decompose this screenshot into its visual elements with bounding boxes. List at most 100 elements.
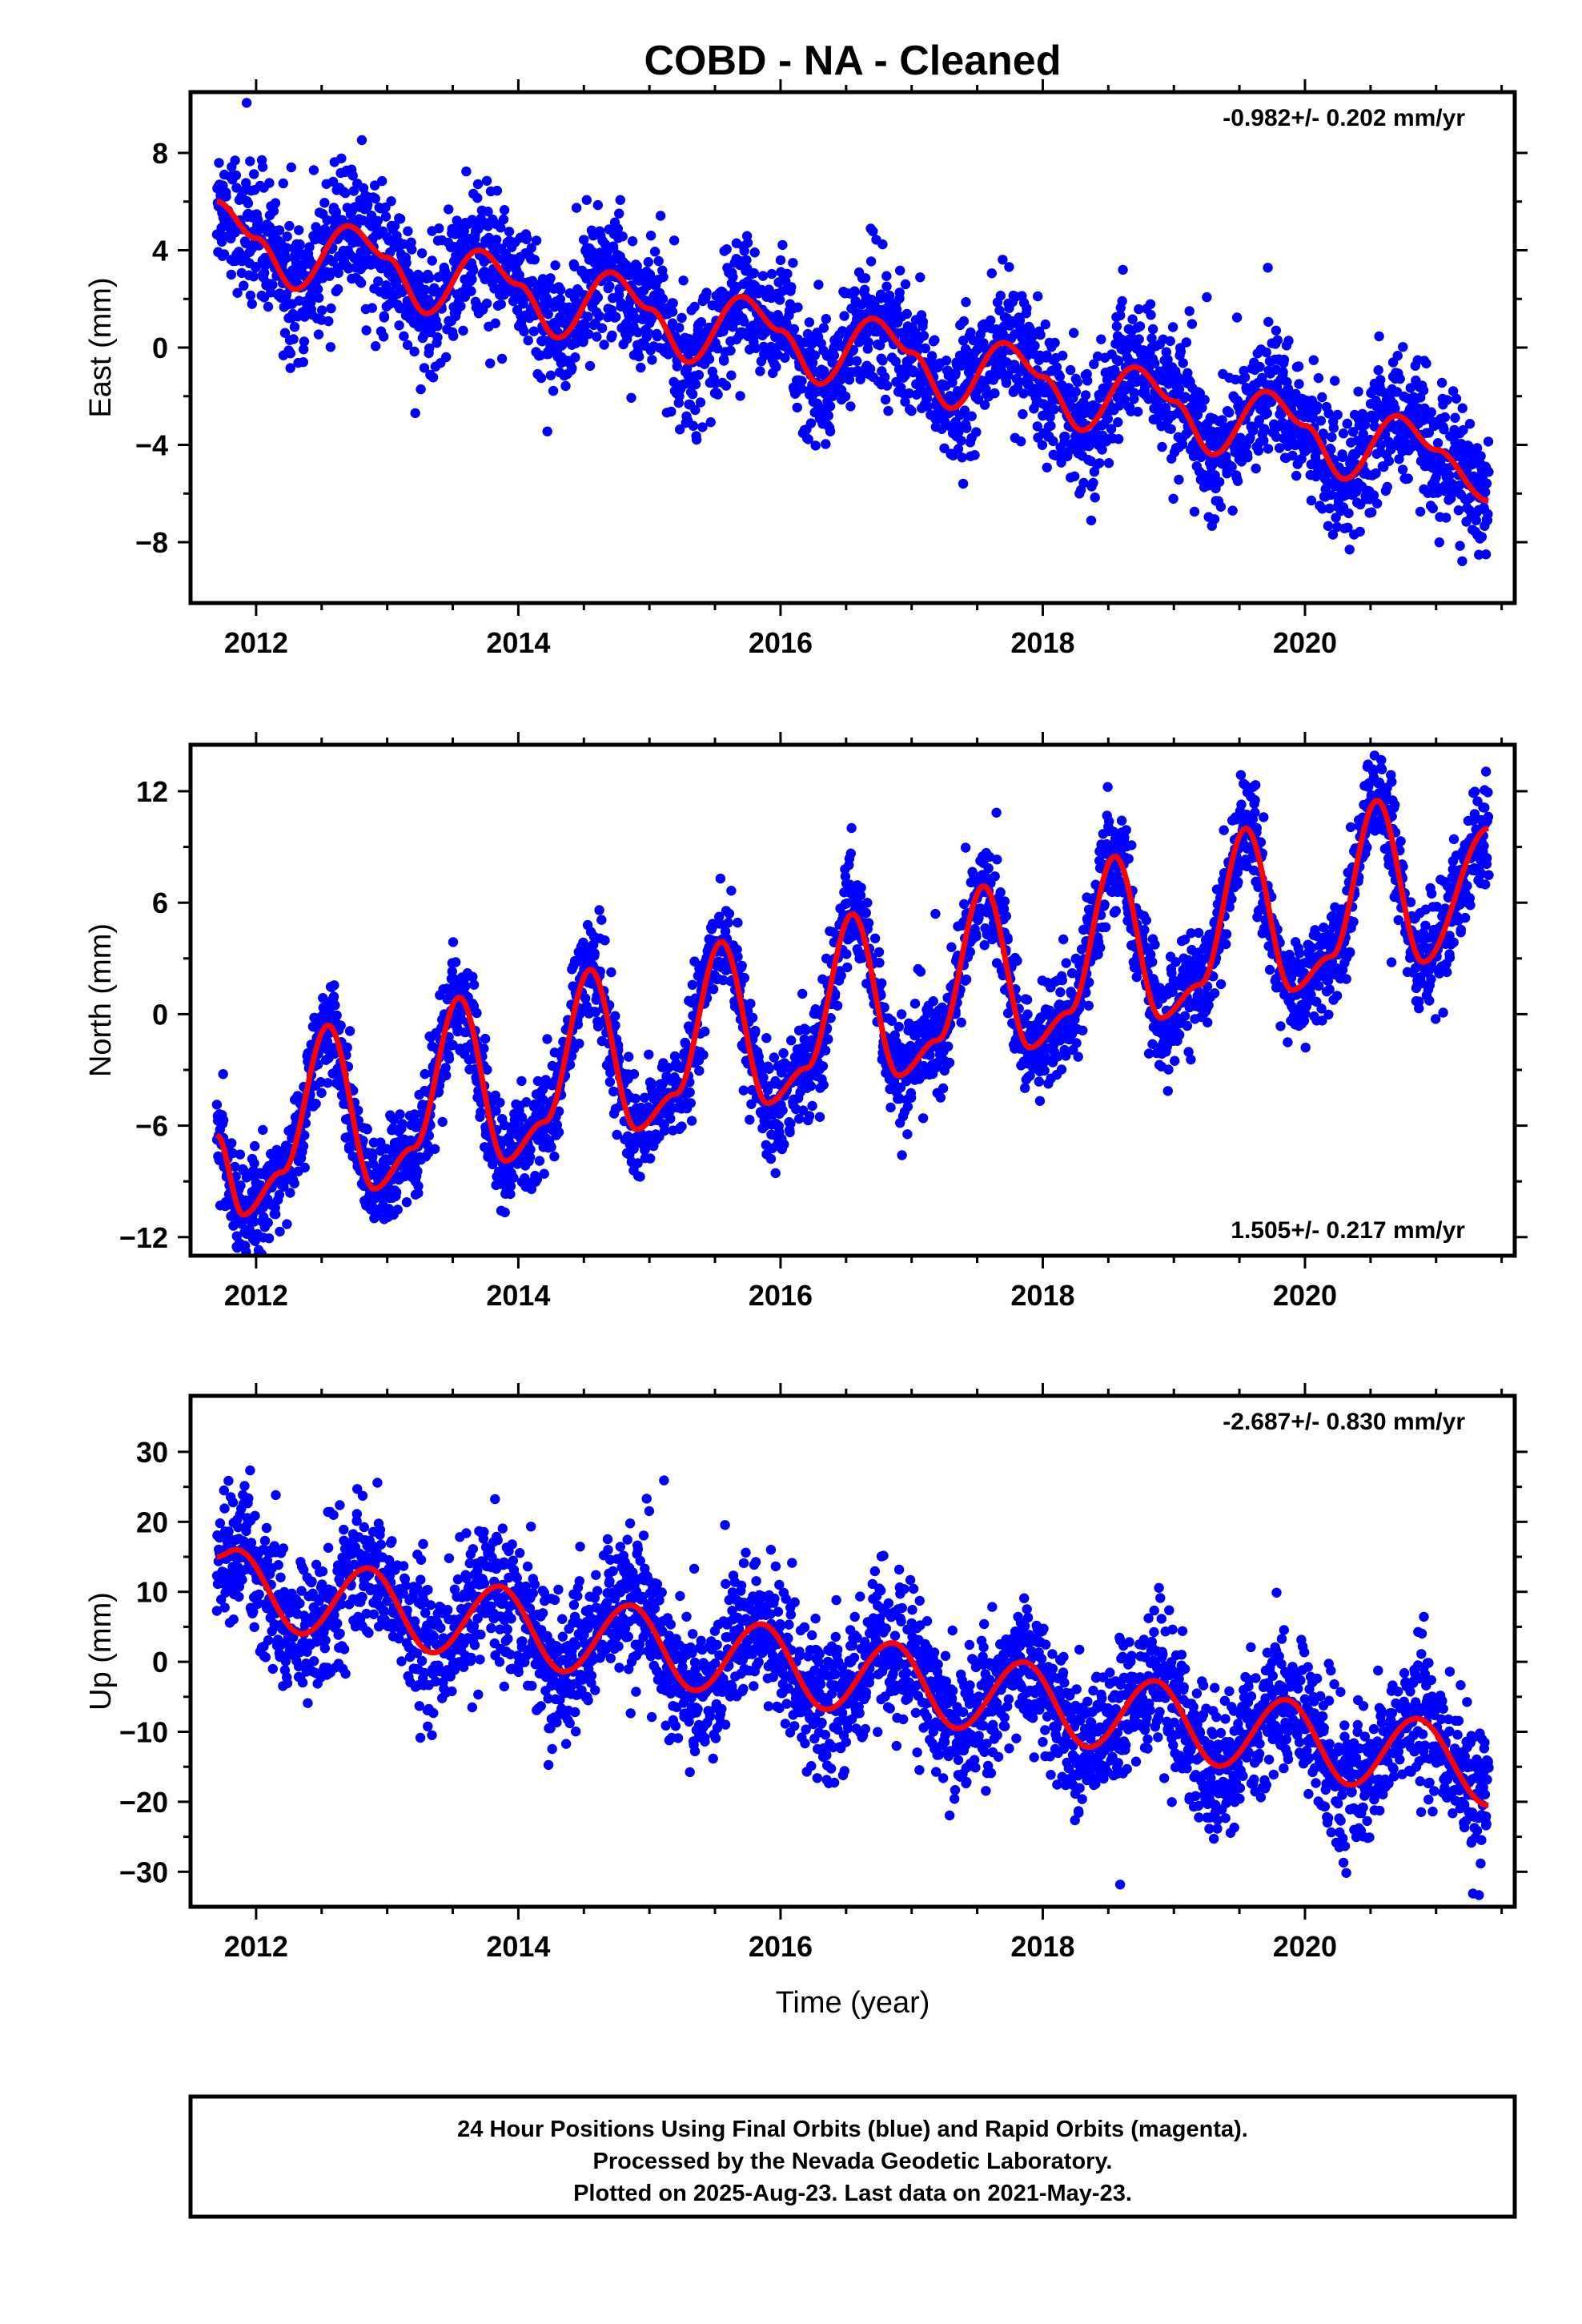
data-point bbox=[1162, 354, 1173, 365]
data-point bbox=[286, 162, 296, 173]
data-point bbox=[328, 991, 339, 1002]
rate-annotation: -0.982+/- 0.202 mm/yr bbox=[1223, 105, 1465, 131]
data-point bbox=[865, 256, 877, 267]
data-point bbox=[514, 270, 524, 280]
x-tick-label: 2012 bbox=[224, 626, 288, 659]
data-point bbox=[1375, 375, 1386, 385]
data-point bbox=[1180, 392, 1191, 402]
data-point bbox=[1261, 347, 1271, 358]
data-point bbox=[1078, 477, 1089, 489]
data-point bbox=[1283, 440, 1293, 452]
data-point bbox=[649, 247, 661, 257]
data-point bbox=[1476, 451, 1486, 461]
data-point bbox=[409, 346, 420, 357]
data-point bbox=[329, 980, 339, 991]
data-point bbox=[1271, 325, 1282, 336]
data-point bbox=[282, 1219, 292, 1229]
data-point bbox=[825, 426, 836, 436]
data-point bbox=[295, 239, 305, 250]
data-point bbox=[447, 966, 457, 977]
data-point bbox=[481, 175, 492, 186]
chart-title: COBD - NA - Cleaned bbox=[644, 38, 1062, 84]
y-axis-label: East (mm) bbox=[84, 277, 118, 417]
data-point bbox=[1177, 439, 1188, 450]
data-point bbox=[844, 375, 855, 385]
data-point bbox=[1001, 378, 1012, 388]
data-point bbox=[1186, 319, 1198, 329]
data-point bbox=[1049, 404, 1059, 415]
data-point bbox=[498, 214, 509, 225]
data-point bbox=[243, 198, 254, 209]
data-point bbox=[689, 956, 700, 967]
data-point bbox=[1127, 314, 1138, 324]
data-point bbox=[726, 886, 737, 896]
data-point bbox=[1070, 471, 1080, 481]
data-point bbox=[785, 1127, 795, 1138]
data-point bbox=[966, 327, 976, 338]
data-point bbox=[655, 211, 666, 221]
data-point bbox=[386, 196, 396, 207]
data-point bbox=[546, 1142, 556, 1152]
data-point bbox=[770, 1168, 781, 1179]
data-point bbox=[441, 1070, 452, 1081]
data-point bbox=[353, 1105, 363, 1116]
data-point bbox=[627, 236, 638, 247]
data-point bbox=[1332, 409, 1343, 420]
data-point bbox=[1018, 408, 1028, 420]
data-point bbox=[1421, 358, 1431, 369]
data-point bbox=[218, 1115, 229, 1125]
data-point bbox=[468, 265, 479, 275]
data-point bbox=[335, 1020, 346, 1031]
data-point bbox=[362, 1124, 372, 1135]
data-point bbox=[1415, 506, 1426, 517]
data-point bbox=[549, 1047, 560, 1058]
data-point bbox=[333, 267, 343, 279]
data-point bbox=[1181, 337, 1192, 348]
data-point bbox=[880, 372, 890, 383]
data-point bbox=[687, 979, 698, 991]
data-point bbox=[691, 434, 702, 445]
data-point bbox=[219, 249, 230, 259]
data-point bbox=[1283, 336, 1294, 346]
data-point bbox=[1343, 508, 1354, 519]
data-point bbox=[804, 1111, 815, 1121]
data-point bbox=[839, 311, 849, 321]
data-point bbox=[1383, 456, 1395, 466]
data-point bbox=[881, 271, 892, 281]
data-point bbox=[1472, 443, 1483, 453]
data-point bbox=[391, 1187, 402, 1198]
data-point bbox=[458, 325, 468, 336]
data-point bbox=[803, 434, 813, 444]
data-point bbox=[505, 1188, 516, 1200]
data-point bbox=[647, 355, 657, 365]
data-point bbox=[553, 1127, 564, 1138]
data-point bbox=[304, 242, 315, 252]
data-point bbox=[1262, 408, 1273, 419]
data-point bbox=[1308, 355, 1319, 365]
data-point bbox=[615, 195, 625, 205]
data-point bbox=[1145, 299, 1156, 309]
y-tick-label: −4 bbox=[135, 429, 168, 462]
data-point bbox=[314, 292, 324, 304]
data-point bbox=[788, 258, 798, 268]
data-point bbox=[490, 1090, 500, 1101]
data-point bbox=[424, 1130, 434, 1141]
data-point bbox=[1134, 321, 1146, 332]
data-point bbox=[685, 1098, 696, 1108]
data-point bbox=[1481, 478, 1492, 489]
data-point bbox=[332, 283, 343, 295]
data-point bbox=[594, 905, 604, 915]
data-point bbox=[749, 267, 759, 279]
data-point bbox=[299, 336, 310, 347]
data-point bbox=[698, 1050, 709, 1060]
data-point bbox=[695, 397, 706, 408]
data-point bbox=[979, 400, 990, 410]
plot-area bbox=[211, 750, 1494, 1256]
data-point bbox=[1080, 390, 1091, 400]
data-point bbox=[592, 292, 603, 303]
data-point bbox=[250, 1140, 260, 1152]
data-point bbox=[316, 1088, 327, 1098]
data-point bbox=[466, 286, 476, 296]
data-point bbox=[644, 328, 654, 339]
data-point bbox=[726, 370, 737, 380]
